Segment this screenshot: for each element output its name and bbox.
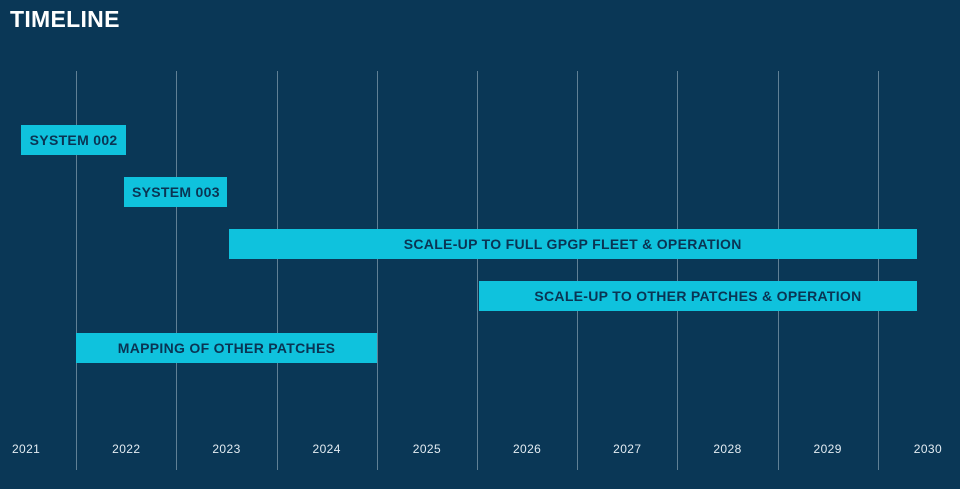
page-title: TIMELINE bbox=[10, 6, 120, 32]
timeline-bar-mapping-of-other-patches: MAPPING OF OTHER PATCHES bbox=[76, 333, 377, 363]
year-gridline-2029 bbox=[777, 71, 779, 470]
year-gridline-2030 bbox=[877, 71, 879, 470]
year-gridline-2023 bbox=[176, 71, 178, 470]
year-label-2030: 2030 bbox=[913, 442, 943, 456]
timeline-bar-system-003: SYSTEM 003 bbox=[124, 177, 228, 207]
year-gridline-2028 bbox=[677, 71, 679, 470]
year-label-2025: 2025 bbox=[412, 442, 442, 456]
year-label-2029: 2029 bbox=[813, 442, 842, 456]
year-gridline-2027 bbox=[577, 71, 579, 470]
year-gridline-2024 bbox=[276, 71, 278, 470]
year-label-2024: 2024 bbox=[312, 442, 341, 456]
timeline-bar-scale-up-to-full-gpgp-fleet-operation: SCALE-UP TO FULL GPGP FLEET & OPERATION bbox=[228, 229, 917, 259]
year-gridline-2025 bbox=[376, 71, 378, 470]
year-label-2021: 2021 bbox=[11, 442, 41, 456]
year-gridline-2026 bbox=[477, 71, 478, 470]
year-label-2023: 2023 bbox=[212, 442, 241, 456]
year-label-2027: 2027 bbox=[613, 442, 642, 456]
timeline-bar-system-002: SYSTEM 002 bbox=[21, 125, 127, 155]
year-label-2028: 2028 bbox=[713, 442, 742, 456]
year-label-2026: 2026 bbox=[512, 442, 542, 456]
year-label-2022: 2022 bbox=[112, 442, 141, 456]
timeline-bar-scale-up-to-other-patches-operation: SCALE-UP TO OTHER PATCHES & OPERATION bbox=[479, 281, 917, 311]
year-gridline-2022 bbox=[76, 71, 78, 470]
